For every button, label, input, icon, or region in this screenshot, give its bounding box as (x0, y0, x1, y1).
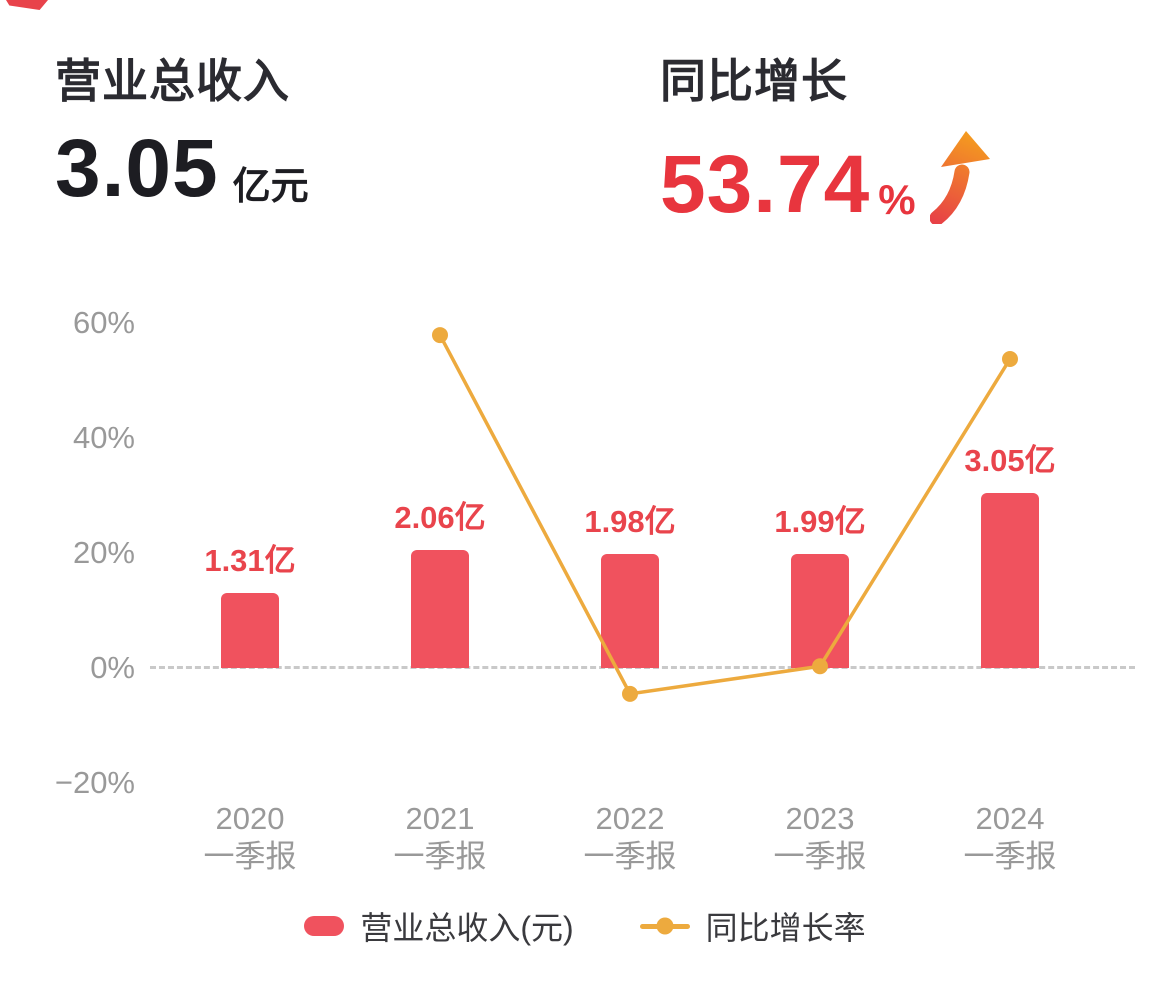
growth-unit: % (878, 175, 916, 223)
growth-value-row: 53.74 % (660, 130, 996, 230)
growth-point-dot (622, 685, 638, 702)
bar-value-label: 1.98亿 (584, 504, 676, 540)
growth-point-dot (1002, 350, 1018, 367)
growth-point-dot (432, 327, 448, 344)
revenue-title: 营业总收入 (55, 55, 290, 107)
y-tick-label: 0% (90, 650, 135, 685)
y-tick-label: 40% (72, 420, 135, 455)
x-axis-label: 2024 一季报 (963, 801, 1057, 874)
growth-value: 53.74 (660, 139, 871, 230)
bar-value-label: 1.31亿 (204, 542, 296, 578)
revenue-unit: 亿元 (232, 165, 309, 208)
legend-label-growth: 同比增长率 (705, 910, 866, 946)
up-arrow-icon (929, 130, 990, 224)
legend-label-revenue: 营业总收入(元) (360, 910, 574, 946)
y-tick-label: 60% (72, 305, 135, 340)
x-axis-label: 2022 一季报 (583, 801, 677, 874)
x-axis-label: 2023 一季报 (773, 801, 867, 874)
revenue-summary: 营业总收入 3.05 亿元 (55, 55, 309, 214)
revenue-bar (791, 553, 849, 668)
x-axis-label: 2021 一季报 (393, 801, 487, 874)
revenue-bar (221, 592, 279, 668)
growth-dot-icon (656, 917, 674, 935)
revenue-value-row: 3.05 亿元 (55, 122, 309, 214)
y-tick-label: −20% (54, 765, 135, 800)
growth-title: 同比增长 (660, 55, 848, 107)
bar-value-label: 1.99亿 (774, 503, 866, 539)
legend-item-growth: 同比增长率 (639, 903, 866, 949)
chart-legend: 营业总收入(元) 同比增长率 (0, 903, 1170, 949)
corner-ribbon-decoration (6, 0, 48, 10)
revenue-value: 3.05 (55, 122, 219, 214)
x-axis-label: 2020 一季报 (203, 801, 297, 874)
growth-summary: 同比增长 53.74 % (660, 55, 996, 230)
revenue-bar (601, 554, 659, 668)
bar-value-label: 3.05亿 (964, 443, 1056, 478)
y-tick-label: 20% (72, 535, 135, 570)
revenue-bar-swatch-icon (304, 916, 345, 936)
growth-line-swatch-icon (639, 917, 690, 935)
bar-value-label: 2.06亿 (394, 499, 486, 535)
legend-item-revenue: 营业总收入(元) (304, 903, 574, 949)
revenue-bar (981, 493, 1039, 668)
revenue-bar (411, 549, 469, 668)
